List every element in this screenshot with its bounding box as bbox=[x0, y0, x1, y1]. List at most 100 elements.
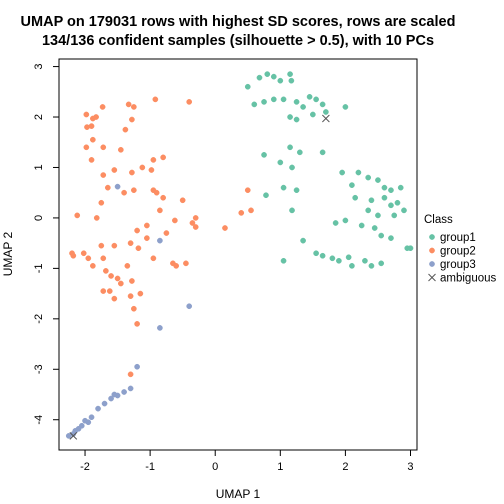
group2-point bbox=[83, 144, 90, 151]
y-tick-label: -2 bbox=[33, 314, 45, 324]
group2-point bbox=[157, 207, 163, 214]
group2-point bbox=[179, 197, 186, 204]
chart-title-line1: UMAP on 179031 rows with highest SD scor… bbox=[21, 14, 456, 30]
group1-point bbox=[375, 177, 381, 183]
group1-point bbox=[352, 194, 359, 201]
y-tick-label: -3 bbox=[33, 364, 45, 374]
group1-point bbox=[280, 184, 287, 191]
group1-point bbox=[300, 237, 306, 244]
group2-point bbox=[117, 146, 124, 153]
group2-point bbox=[134, 321, 140, 327]
group1-point bbox=[251, 101, 258, 108]
group1-point bbox=[365, 174, 372, 181]
group1-point bbox=[306, 93, 313, 100]
group1-point bbox=[397, 184, 404, 191]
group1-point bbox=[388, 187, 394, 194]
group2-point bbox=[88, 157, 95, 163]
group2-point bbox=[150, 255, 157, 262]
group1-point bbox=[244, 83, 251, 90]
group1-point bbox=[280, 257, 287, 264]
group1-point bbox=[277, 159, 284, 166]
group2-point bbox=[89, 136, 96, 143]
y-tick-label: 3 bbox=[33, 64, 45, 70]
group2-point bbox=[137, 290, 144, 297]
legend-marker-ambiguous bbox=[428, 273, 436, 282]
group2-point bbox=[111, 167, 118, 173]
data-points bbox=[65, 71, 414, 440]
group1-point bbox=[289, 164, 295, 171]
y-tick-label: 1 bbox=[33, 164, 45, 170]
group2-point bbox=[129, 278, 135, 284]
group1-point bbox=[287, 144, 293, 151]
group1-point bbox=[342, 104, 349, 110]
group2-point bbox=[131, 104, 137, 110]
group2-point bbox=[98, 242, 105, 249]
y-axis: -4 -3 -2 -1 0 1 2 3 bbox=[33, 64, 59, 425]
group2-point bbox=[160, 154, 166, 161]
group2-point bbox=[100, 255, 107, 262]
legend-marker-group3 bbox=[429, 261, 435, 267]
group3-point bbox=[88, 414, 95, 421]
legend-label-group3: group3 bbox=[440, 259, 476, 271]
group1-point bbox=[313, 250, 319, 257]
legend-title: Class bbox=[424, 214, 453, 226]
group1-point bbox=[329, 255, 336, 262]
group2-point bbox=[129, 116, 135, 123]
x-tick-label: 2 bbox=[342, 461, 348, 473]
group2-point bbox=[160, 194, 166, 201]
group1-point bbox=[388, 202, 394, 209]
group2-point bbox=[152, 96, 159, 103]
group2-point bbox=[100, 288, 107, 294]
group1-point bbox=[287, 71, 293, 77]
group3-point bbox=[127, 385, 134, 392]
y-axis-label: UMAP 2 bbox=[1, 231, 15, 276]
group2-point bbox=[85, 255, 92, 262]
group1-point bbox=[355, 169, 362, 176]
group1-point bbox=[293, 99, 300, 105]
y-tick-label: -1 bbox=[33, 263, 45, 273]
group2-point bbox=[80, 250, 87, 257]
group2-point bbox=[134, 227, 140, 234]
group1-point bbox=[401, 207, 407, 214]
group1-point bbox=[358, 222, 365, 229]
group2-point bbox=[238, 210, 245, 216]
group2-point bbox=[111, 295, 118, 302]
group3-point bbox=[108, 395, 114, 402]
group2-point bbox=[83, 111, 90, 118]
group2-point bbox=[127, 293, 134, 299]
group3-point bbox=[121, 389, 127, 395]
group2-point bbox=[117, 280, 124, 287]
group2-point bbox=[89, 263, 96, 269]
group1-point bbox=[256, 74, 263, 81]
group1-point bbox=[391, 212, 398, 219]
group2-point bbox=[163, 230, 170, 236]
group2-point bbox=[183, 260, 189, 267]
group2-point bbox=[127, 240, 134, 246]
group2-point bbox=[144, 222, 150, 229]
group2-point bbox=[104, 184, 111, 191]
group2-point bbox=[93, 215, 100, 221]
legend-label-group2: group2 bbox=[440, 246, 476, 258]
group3-point bbox=[134, 363, 140, 370]
group2-point bbox=[103, 268, 109, 274]
group1-point bbox=[263, 192, 269, 199]
x-tick-label: -1 bbox=[145, 461, 155, 473]
group2-point bbox=[84, 124, 90, 130]
group2-point bbox=[192, 215, 199, 221]
group2-point bbox=[173, 263, 180, 269]
group3-point bbox=[82, 417, 88, 424]
group2-point bbox=[93, 114, 99, 120]
group2-point bbox=[248, 207, 254, 214]
group2-point bbox=[139, 164, 146, 171]
group1-point bbox=[371, 225, 378, 231]
group1-point bbox=[300, 104, 306, 110]
group2-point bbox=[74, 212, 81, 219]
group1-point bbox=[388, 235, 394, 241]
x-axis-label: UMAP 1 bbox=[216, 487, 261, 501]
group3-point bbox=[95, 405, 101, 412]
group2-point bbox=[129, 169, 135, 176]
group2-point bbox=[148, 167, 155, 173]
group1-point bbox=[319, 149, 326, 156]
